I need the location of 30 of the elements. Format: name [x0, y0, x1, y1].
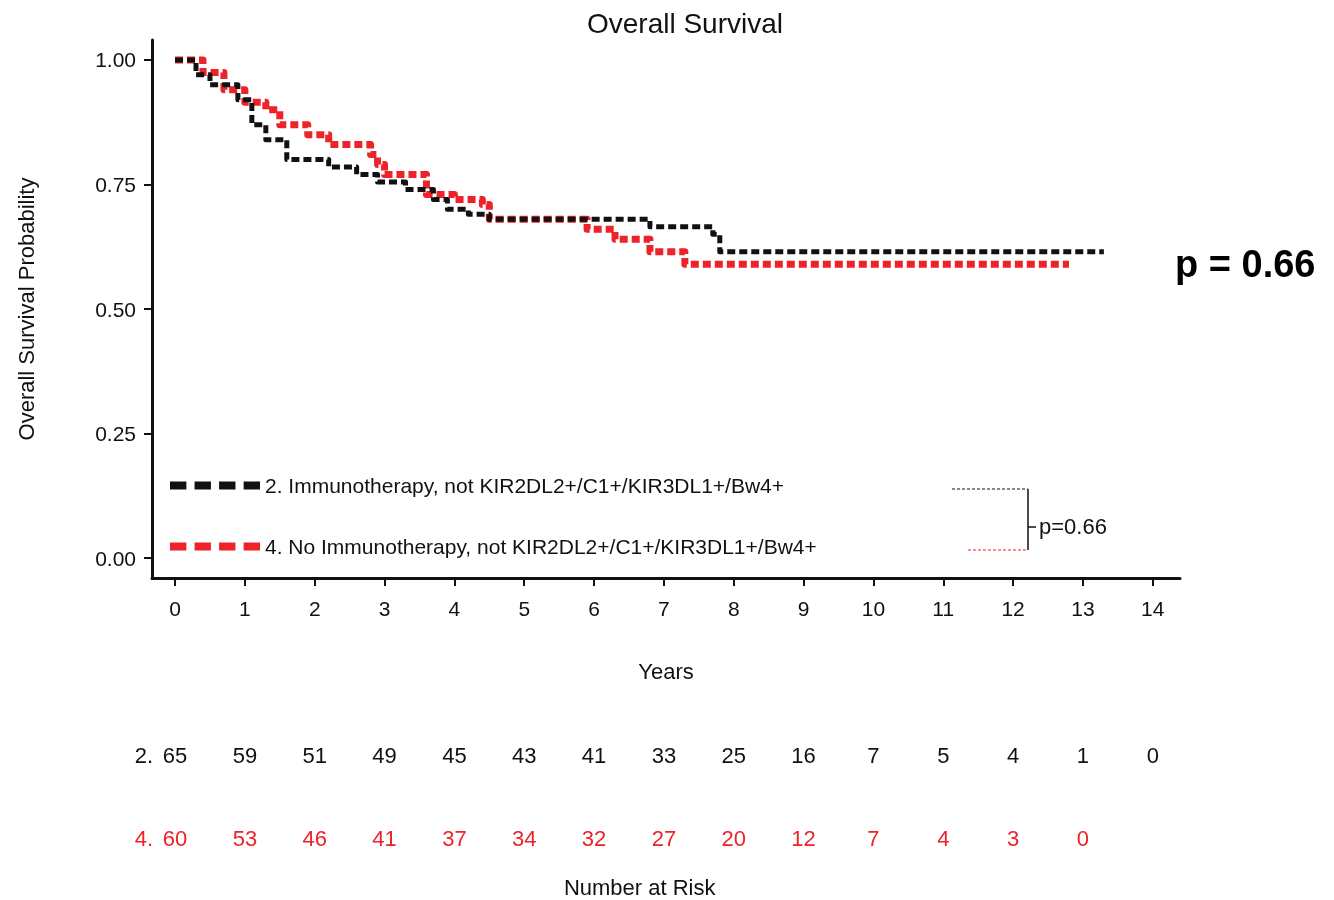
x-tick-label: 0 — [169, 597, 181, 620]
text: Number at Risk — [563, 874, 717, 900]
x-tick-label: 6 — [588, 597, 600, 620]
annotation: p=0.66 — [1039, 513, 1107, 539]
x-tick-label: 2 — [308, 597, 321, 620]
legend-label: 4. No Immunotherapy, not KIR2DL2+/C1+/KIR3DL1+/Bw4+ — [265, 535, 817, 558]
y-tick-label: 0.25 — [95, 422, 136, 446]
y-tick-label: 0.00 — [95, 546, 136, 570]
x-tick-label: 5 — [518, 597, 531, 620]
x-tick-label: 12 — [1001, 597, 1025, 620]
chart-title: Overall Survival — [586, 7, 784, 39]
text: 4. 60 53 46 41 37 34 32 27 20 12 7 4 3 0 — [134, 825, 1090, 851]
y-tick-label: 0.50 — [95, 297, 136, 321]
x-tick-label: 10 — [861, 597, 886, 620]
y-axis-title: Overall Survival Probability — [13, 177, 39, 441]
x-tick-label: 14 — [1141, 597, 1165, 620]
x-tick-label: 11 — [932, 597, 955, 620]
x-tick-label: 3 — [378, 597, 391, 620]
y-tick-label: 1.00 — [95, 48, 136, 72]
text: 2. 65 59 51 49 45 43 41 33 25 16 7 5 4 1 0 — [134, 742, 1159, 768]
y-tick-label: 0.75 — [95, 172, 136, 196]
x-axis-title: Years — [638, 658, 694, 684]
legend-label: 2. Immunotherapy, not KIR2DL2+/C1+/KIR3DL1+/Bw4+ — [265, 474, 785, 497]
x-tick-label: 7 — [658, 597, 670, 620]
annotation: p = 0.66 — [1175, 243, 1316, 285]
x-tick-label: 1 — [239, 597, 251, 620]
x-tick-label: 8 — [727, 597, 740, 620]
x-tick-label: 4 — [448, 597, 461, 620]
x-tick-label: 13 — [1071, 597, 1095, 620]
x-tick-label: 9 — [797, 597, 810, 620]
